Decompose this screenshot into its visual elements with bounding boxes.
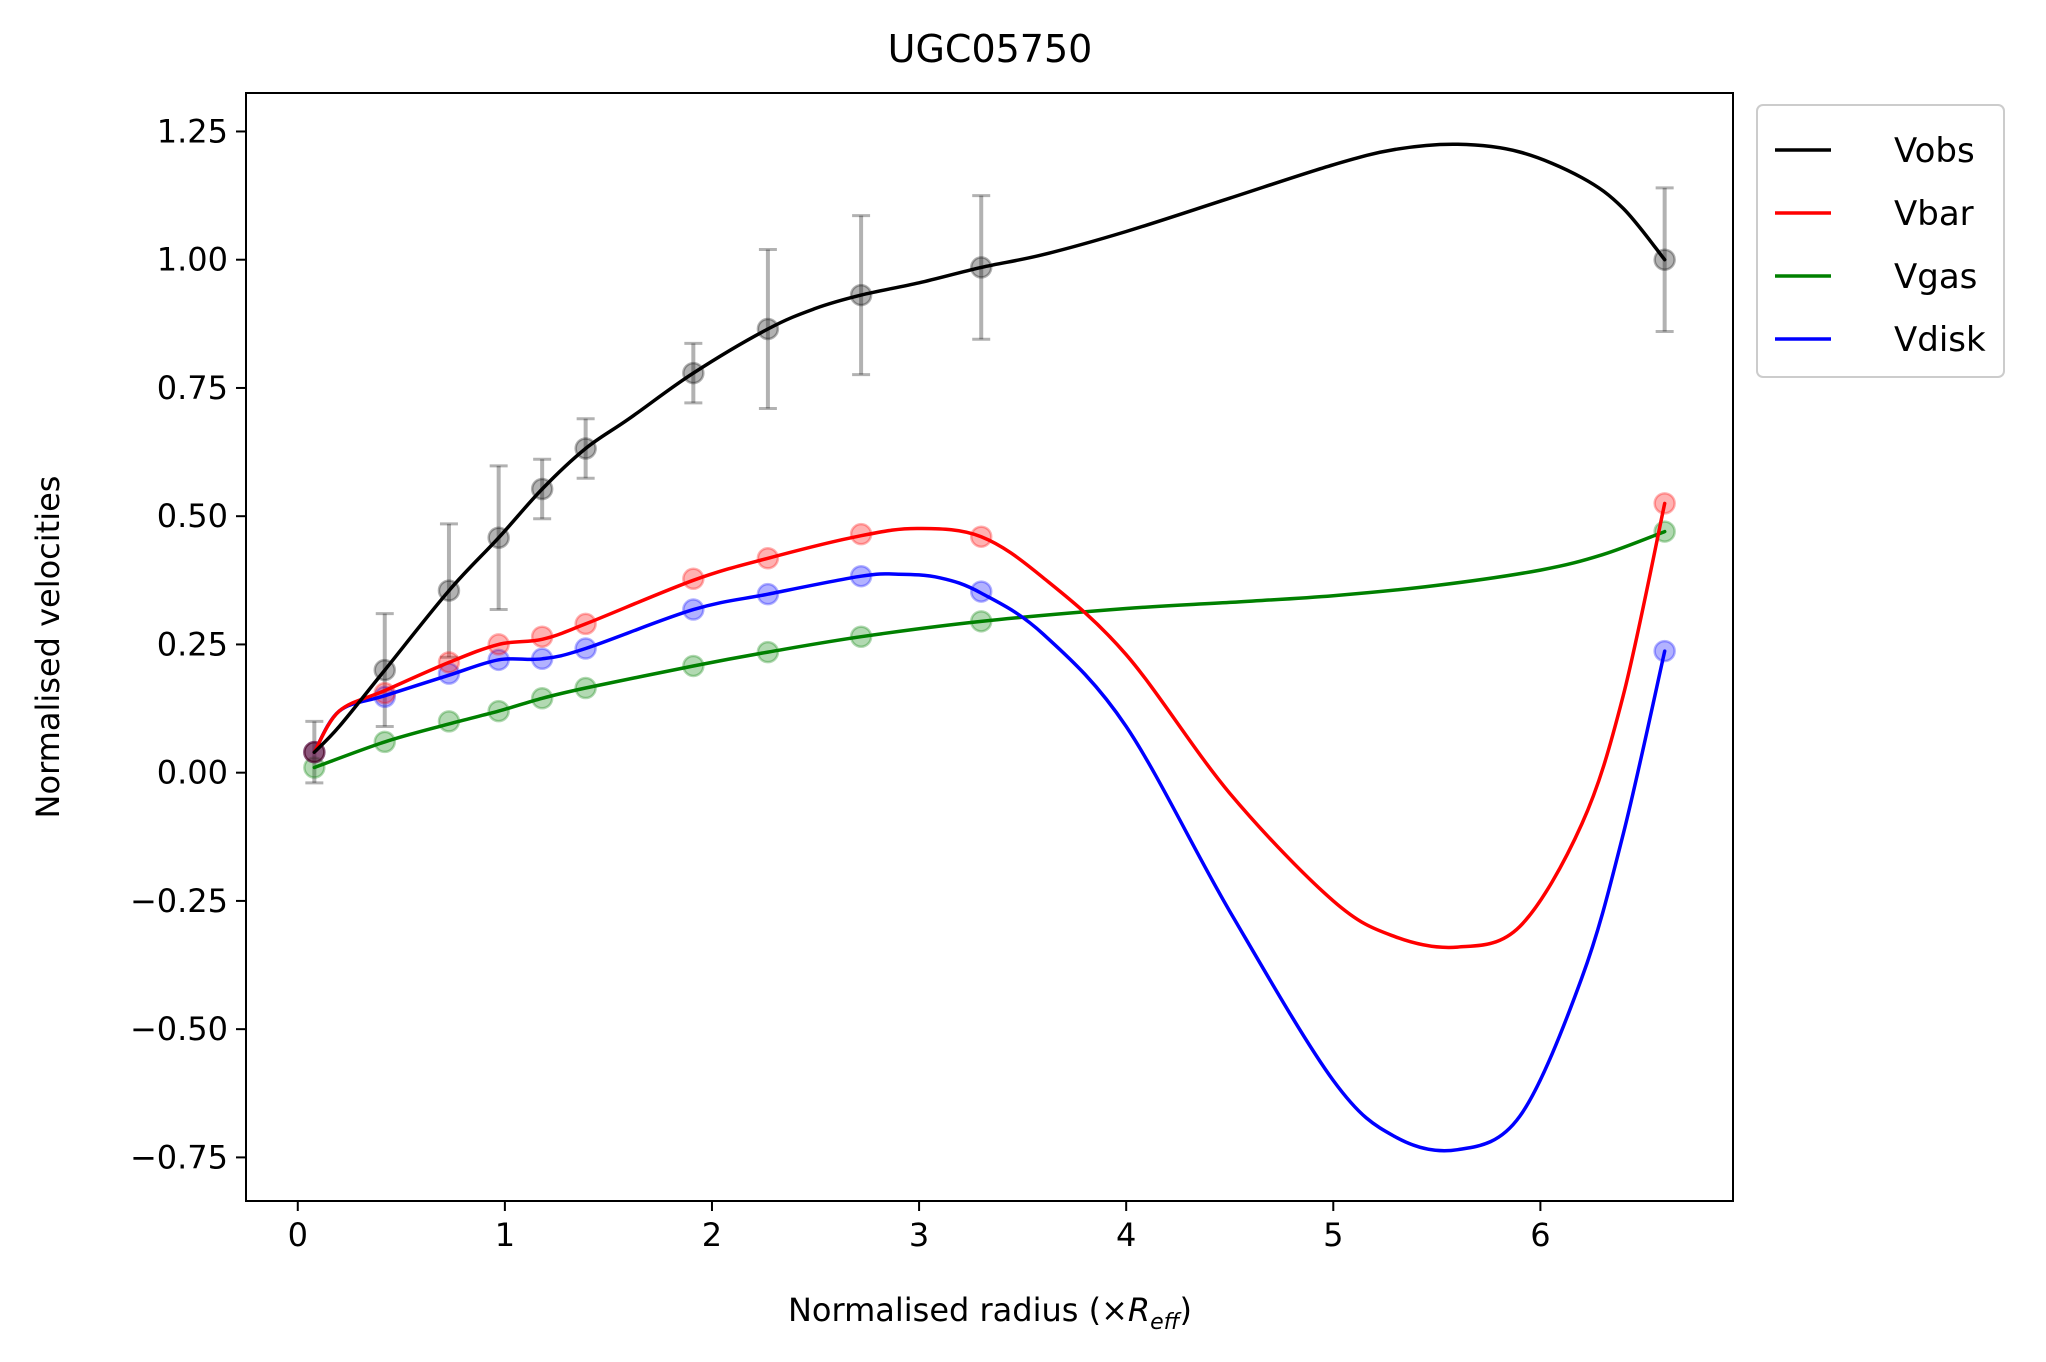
y-axis: −0.75 −0.50 −0.25 0.00 0.25 0.50 0.75 1.00 1.25 bbox=[130, 112, 246, 1176]
plot-frame bbox=[245, 92, 1734, 1202]
x-axis: 0 1 2 3 4 5 6 bbox=[288, 1201, 1551, 1254]
x-tick-label: 2 bbox=[702, 1216, 722, 1254]
legend-label-vgas: Vgas bbox=[1894, 257, 1977, 297]
y-tick-label: 1.00 bbox=[157, 241, 228, 279]
legend-frame bbox=[1756, 104, 2005, 378]
y-tick-label: 0.75 bbox=[157, 369, 228, 407]
y-tick-label: −0.75 bbox=[130, 1138, 228, 1176]
y-tick-label: 1.25 bbox=[157, 112, 228, 150]
x-tick-label: 6 bbox=[1530, 1216, 1550, 1254]
vbar-curve bbox=[312, 501, 1667, 950]
x-axis-title-text: Normalised radius (× bbox=[788, 1291, 1128, 1329]
y-tick-label: 0.50 bbox=[157, 497, 228, 535]
x-tick-label: 3 bbox=[909, 1216, 929, 1254]
x-axis-title-close: ) bbox=[1180, 1291, 1192, 1329]
legend-label-vbar: Vbar bbox=[1894, 194, 1974, 234]
y-tick-label: 0.00 bbox=[157, 754, 228, 792]
legend: Vobs Vbar Vgas Vdisk bbox=[1756, 104, 2005, 378]
x-axis-title-symbol: R bbox=[1128, 1291, 1150, 1329]
x-tick-label: 1 bbox=[495, 1216, 515, 1254]
y-axis-title: Normalised velocities bbox=[29, 476, 67, 819]
x-axis-title-subscript: eff bbox=[1150, 1310, 1182, 1335]
y-tick-label: 0.25 bbox=[157, 625, 228, 663]
x-axis-title: Normalised radius (×Reff) bbox=[788, 1291, 1192, 1335]
legend-label-vobs: Vobs bbox=[1894, 131, 1975, 171]
x-tick-label: 4 bbox=[1116, 1216, 1136, 1254]
x-tick-label: 0 bbox=[288, 1216, 308, 1254]
y-tick-label: −0.25 bbox=[130, 882, 228, 920]
vdisk-curve bbox=[312, 572, 1667, 1153]
legend-label-vdisk: Vdisk bbox=[1894, 320, 1986, 360]
vgas-curve bbox=[312, 529, 1667, 770]
y-tick-label: −0.50 bbox=[130, 1010, 228, 1048]
vobs-curve bbox=[312, 142, 1667, 754]
chart-title: UGC05750 bbox=[888, 27, 1093, 71]
x-tick-label: 5 bbox=[1323, 1216, 1343, 1254]
plot-marks bbox=[303, 142, 1676, 1153]
